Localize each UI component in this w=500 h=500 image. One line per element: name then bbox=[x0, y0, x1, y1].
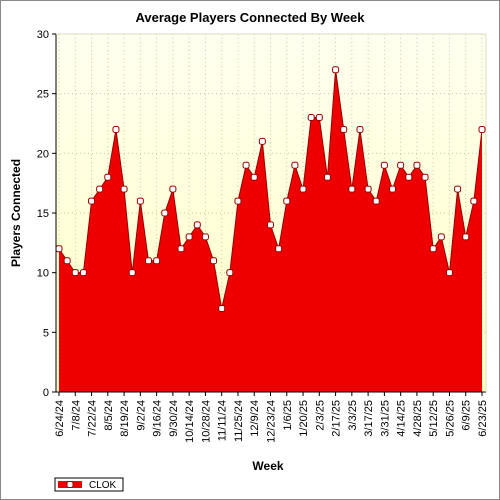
x-tick-label: 4/28/25 bbox=[412, 400, 424, 437]
x-axis-title: Week bbox=[252, 459, 283, 473]
y-tick-label: 15 bbox=[37, 208, 49, 220]
x-tick-label: 7/22/24 bbox=[87, 400, 99, 437]
data-point bbox=[267, 221, 274, 229]
data-point bbox=[242, 161, 250, 169]
data-point bbox=[63, 257, 71, 265]
data-point bbox=[470, 197, 478, 205]
data-point bbox=[55, 245, 63, 253]
y-tick-label: 30 bbox=[37, 29, 49, 41]
data-point bbox=[258, 137, 266, 145]
series-markers bbox=[55, 66, 486, 312]
data-point bbox=[201, 233, 209, 241]
legend-marker bbox=[66, 481, 74, 488]
x-tick-label: 12/23/24 bbox=[266, 400, 278, 443]
data-point bbox=[234, 197, 242, 205]
x-tick-label: 9/2/24 bbox=[135, 400, 147, 431]
data-point bbox=[120, 185, 128, 193]
y-axis-title: Players Connected bbox=[9, 159, 23, 267]
data-point bbox=[153, 257, 161, 265]
data-point bbox=[462, 233, 470, 241]
data-point bbox=[405, 173, 413, 181]
data-point bbox=[226, 269, 234, 277]
data-point bbox=[421, 173, 429, 181]
data-point bbox=[185, 233, 193, 241]
data-point bbox=[210, 257, 218, 265]
y-axis-ticks: 0 5 10 15 20 25 30 bbox=[37, 29, 56, 399]
data-point bbox=[79, 269, 87, 277]
x-axis-ticks: 6/24/24 7/8/24 7/22/24 8/5/24 8/19/24 9/2/24 9… bbox=[54, 392, 489, 443]
x-tick-label: 6/23/25 bbox=[477, 400, 489, 437]
data-point bbox=[218, 304, 226, 312]
data-point bbox=[250, 173, 258, 181]
data-point bbox=[315, 114, 323, 122]
data-point bbox=[429, 245, 437, 253]
data-point bbox=[380, 161, 388, 169]
data-point bbox=[193, 221, 201, 229]
data-point bbox=[283, 197, 291, 205]
x-tick-label: 6/24/24 bbox=[54, 400, 66, 437]
data-point bbox=[136, 197, 144, 205]
x-tick-label: 5/12/25 bbox=[428, 400, 440, 437]
x-tick-label: 3/31/25 bbox=[379, 400, 391, 437]
data-point bbox=[169, 185, 177, 193]
data-point bbox=[340, 125, 348, 133]
x-tick-label: 4/14/25 bbox=[396, 400, 408, 437]
data-point bbox=[372, 197, 380, 205]
data-point bbox=[478, 125, 486, 133]
data-point bbox=[454, 185, 462, 193]
legend: CLOK bbox=[54, 477, 124, 492]
data-point bbox=[445, 269, 453, 277]
data-point bbox=[71, 269, 79, 277]
data-point bbox=[413, 161, 421, 169]
data-point bbox=[177, 245, 185, 253]
x-tick-label: 6/9/25 bbox=[461, 400, 473, 431]
y-tick-label: 20 bbox=[37, 148, 49, 160]
data-point bbox=[275, 245, 283, 253]
x-tick-label: 3/17/25 bbox=[363, 400, 375, 437]
x-tick-label: 2/3/25 bbox=[314, 400, 326, 431]
chart-title: Average Players Connected By Week bbox=[135, 10, 365, 25]
x-tick-label: 9/30/24 bbox=[168, 400, 180, 437]
data-point bbox=[291, 161, 299, 169]
x-tick-label: 8/5/24 bbox=[103, 400, 115, 431]
data-point bbox=[389, 185, 397, 193]
legend-label: CLOK bbox=[89, 480, 117, 491]
series-area bbox=[59, 69, 482, 393]
data-point bbox=[364, 185, 372, 193]
x-tick-label: 12/9/24 bbox=[249, 400, 261, 437]
x-tick-label: 2/17/25 bbox=[331, 400, 343, 437]
x-tick-label: 9/16/24 bbox=[152, 400, 164, 437]
y-tick-label: 5 bbox=[43, 327, 49, 339]
data-point bbox=[397, 161, 405, 169]
data-point bbox=[128, 269, 136, 277]
x-tick-label: 1/6/25 bbox=[282, 400, 294, 431]
data-point bbox=[437, 233, 445, 241]
data-point bbox=[348, 185, 356, 193]
data-point bbox=[356, 125, 364, 133]
data-point bbox=[96, 185, 104, 193]
x-tick-label: 5/26/25 bbox=[444, 400, 456, 437]
data-point bbox=[332, 66, 340, 74]
x-tick-label: 1/20/25 bbox=[298, 400, 310, 437]
x-tick-label: 11/11/24 bbox=[217, 400, 229, 441]
data-point bbox=[299, 185, 307, 193]
y-tick-label: 25 bbox=[37, 89, 49, 101]
data-point bbox=[104, 173, 112, 181]
y-tick-label: 0 bbox=[43, 387, 49, 399]
data-point bbox=[144, 257, 152, 265]
x-tick-label: 8/19/24 bbox=[119, 400, 131, 437]
data-point bbox=[88, 197, 96, 205]
y-tick-label: 10 bbox=[37, 268, 49, 280]
x-tick-label: 10/28/24 bbox=[200, 400, 212, 443]
data-point bbox=[112, 125, 120, 133]
x-tick-label: 3/3/25 bbox=[347, 400, 359, 431]
x-tick-label: 11/25/24 bbox=[233, 400, 245, 442]
x-tick-label: 10/14/24 bbox=[184, 400, 196, 443]
data-point bbox=[323, 173, 331, 181]
data-point bbox=[307, 114, 315, 122]
data-point bbox=[161, 209, 169, 217]
x-tick-label: 7/8/24 bbox=[70, 400, 82, 431]
